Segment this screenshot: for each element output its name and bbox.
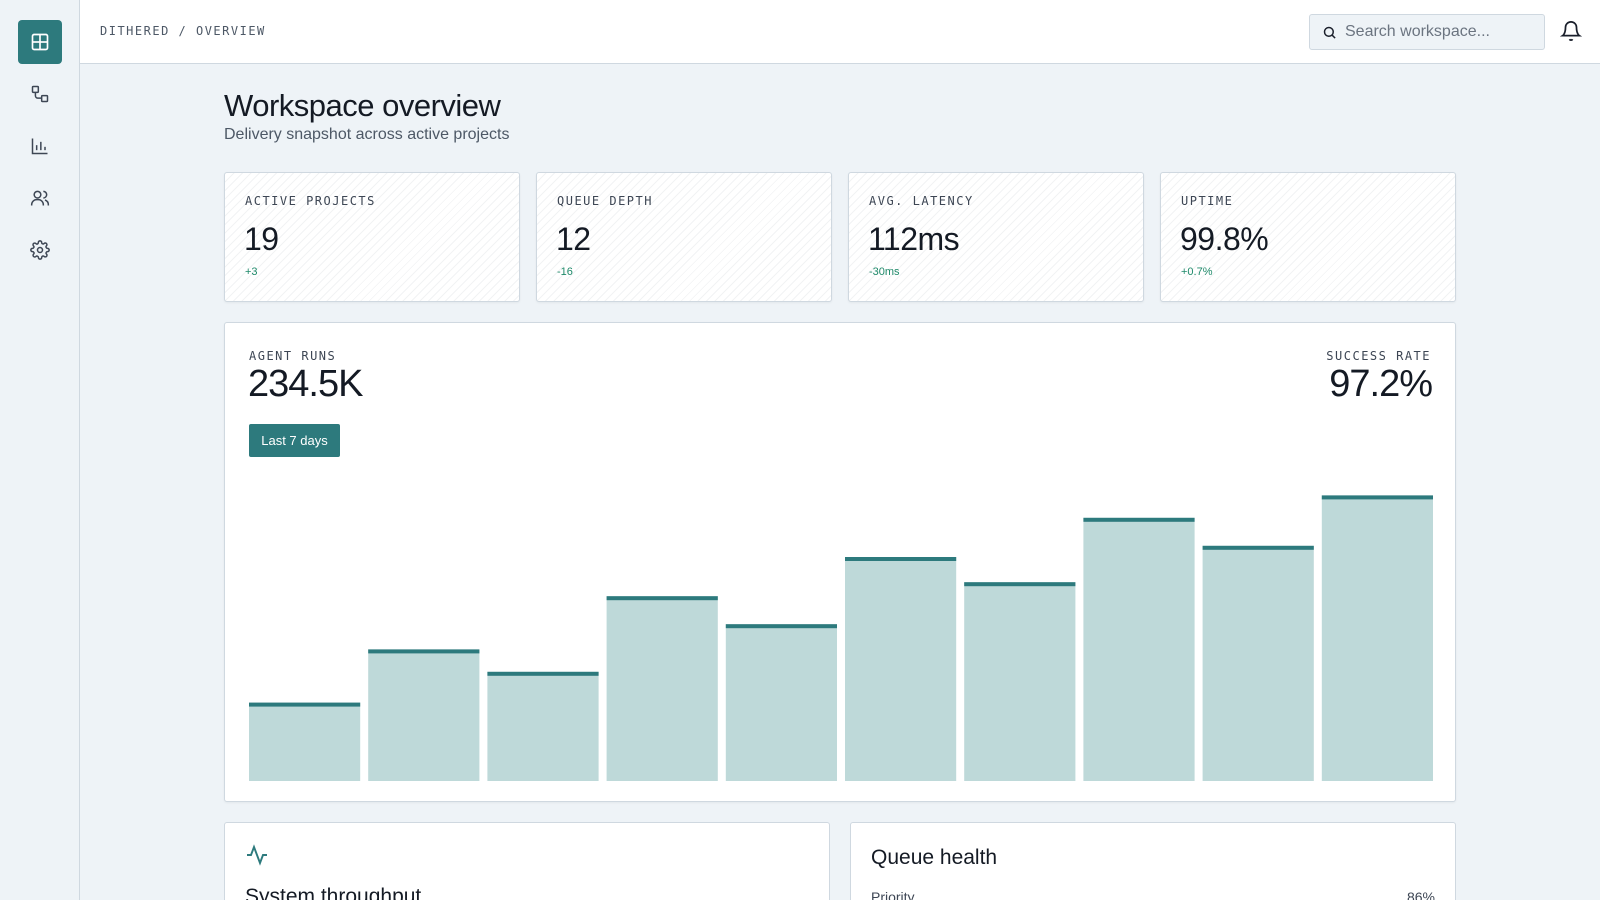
top-bar: DITHERED / OVERVIEW — [80, 0, 1600, 64]
chart-bar — [964, 582, 1076, 781]
chart-bar — [368, 649, 480, 781]
kpi-value: 112ms — [868, 221, 960, 257]
kpi-delta: -16 — [557, 266, 573, 278]
activity-icon — [247, 844, 267, 866]
chart-bar-cap — [845, 557, 957, 561]
page-title: Workspace overview — [224, 88, 501, 123]
sidebar-item-workflows[interactable] — [18, 72, 62, 116]
chart-bar — [606, 596, 718, 781]
throughput-title: System throughput — [245, 885, 422, 900]
sidebar — [0, 0, 80, 900]
workflow-icon — [31, 85, 49, 103]
success-rate-label: SUCCESS RATE — [1326, 349, 1431, 363]
sidebar-item-settings[interactable] — [18, 228, 62, 272]
breadcrumb[interactable]: DITHERED / OVERVIEW — [100, 24, 266, 38]
gear-icon — [30, 240, 50, 260]
kpi-card-queue-depth: QUEUE DEPTH 12 -16 — [536, 172, 832, 302]
queue-health-title: Queue health — [871, 846, 998, 869]
search-box[interactable] — [1309, 14, 1545, 50]
chart-bar — [487, 671, 599, 781]
chart-bar-cap — [368, 649, 480, 654]
bar-chart-icon — [31, 138, 48, 155]
chart-bar-cap — [1202, 545, 1314, 550]
kpi-label: ACTIVE PROJECTS — [245, 194, 376, 208]
chart-bar — [1202, 545, 1314, 781]
queue-health-card: Queue health Priority 86% — [850, 822, 1456, 900]
page-subtitle: Delivery snapshot across active projects — [224, 126, 510, 143]
kpi-card-active-projects: ACTIVE PROJECTS 19 +3 — [224, 172, 520, 302]
grid-icon — [31, 33, 49, 51]
chart-bar-cap — [725, 624, 837, 629]
chart-bar-cap — [487, 671, 599, 676]
chart-bar — [725, 624, 837, 781]
queue-health-row-value: 86% — [1406, 889, 1435, 900]
kpi-value: 12 — [556, 221, 591, 257]
chart-bar — [1321, 495, 1433, 781]
agent-runs-card: AGENT RUNS 234.5K SUCCESS RATE 97.2% Las… — [224, 322, 1456, 802]
kpi-value: 99.8% — [1180, 221, 1269, 257]
sidebar-item-analytics[interactable] — [18, 124, 62, 168]
chart-bar — [1083, 517, 1195, 781]
kpi-label: QUEUE DEPTH — [557, 194, 653, 208]
chart-bar-cap — [606, 596, 718, 601]
chart-bar-cap — [1083, 517, 1195, 522]
bell-icon[interactable] — [1560, 20, 1582, 42]
search-input[interactable] — [1345, 23, 1535, 41]
kpi-value: 19 — [244, 221, 279, 257]
kpi-delta: -30ms — [869, 266, 900, 278]
kpi-delta: +0.7% — [1181, 266, 1213, 278]
chart-bar-cap — [964, 582, 1076, 587]
kpi-label: UPTIME — [1181, 194, 1234, 208]
search-icon — [1323, 26, 1336, 39]
date-range-button[interactable]: Last 7 days — [249, 424, 340, 457]
chart-bar-cap — [249, 702, 361, 707]
kpi-delta: +3 — [245, 266, 258, 278]
queue-health-row-label: Priority — [871, 889, 915, 900]
users-icon — [30, 190, 50, 206]
kpi-card-uptime: UPTIME 99.8% +0.7% — [1160, 172, 1456, 302]
throughput-card: System throughput — [224, 822, 830, 900]
chart-bar-cap — [1321, 495, 1433, 500]
agent-runs-value: 234.5K — [248, 363, 363, 405]
success-rate-value: 97.2% — [1329, 363, 1433, 405]
sidebar-item-overview[interactable] — [18, 20, 62, 64]
chart-bar — [845, 557, 957, 781]
sidebar-item-team[interactable] — [18, 176, 62, 220]
chart-bar — [249, 702, 361, 781]
agent-runs-chart — [249, 495, 1433, 781]
agent-runs-label: AGENT RUNS — [249, 349, 337, 363]
kpi-label: AVG. LATENCY — [869, 194, 974, 208]
kpi-card-avg-latency: AVG. LATENCY 112ms -30ms — [848, 172, 1144, 302]
